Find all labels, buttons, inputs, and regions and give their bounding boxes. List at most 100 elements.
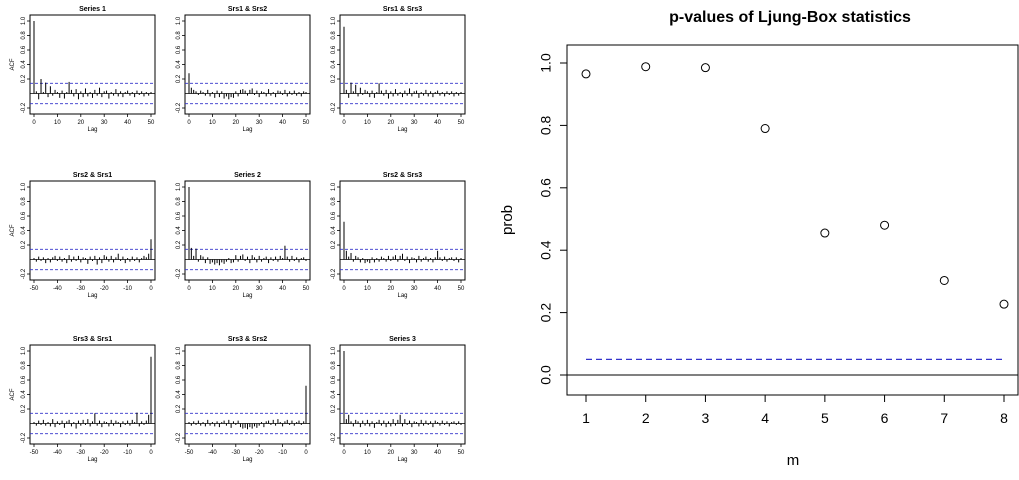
y-tick-label: 0.2 [21,404,27,413]
y-tick-label: -0.2 [176,432,182,443]
x-tick-label: 40 [124,120,131,126]
lb-y-tick-label: 1.0 [538,53,554,73]
x-tick-label: 50 [148,120,155,126]
acf-plot-frame [184,180,311,281]
lb-y-axis-label: prob [499,205,516,235]
acf-plot-frame [339,180,466,281]
x-tick-label: 40 [434,286,441,292]
lb-x-tick-label: 7 [940,410,948,426]
lb-point [820,228,830,238]
lb-y-tick-label: 0.6 [538,178,554,198]
x-tick-label: 10 [364,450,371,456]
y-tick-label: 0.8 [176,197,182,206]
x-tick-label: 50 [303,120,310,126]
acf-plot-frame [29,14,156,115]
x-axis-label: Lag [397,127,407,133]
x-tick-label: 20 [232,286,239,292]
y-tick-label: 0.6 [331,45,337,54]
x-tick-label: 0 [187,120,191,126]
y-tick-label: -0.2 [331,432,337,443]
x-tick-label: 10 [209,286,216,292]
x-tick-label: 30 [256,120,263,126]
y-tick-label: 0.4 [21,226,27,235]
y-tick-label: 1.0 [176,16,182,25]
x-tick-label: 0 [149,286,153,292]
x-tick-label: 0 [342,286,346,292]
x-tick-label: 30 [411,120,418,126]
y-tick-label: 1.0 [176,346,182,355]
acf-title: Srs1 & Srs2 [228,6,267,13]
x-tick-label: 40 [279,120,286,126]
y-tick-label: 1.0 [21,16,27,25]
acf-panel-8: Series 3 -0.2 0.2 0.4 0.6 0.8 1.0 0 10 20 30 40 50 La… [331,336,466,463]
x-axis-label: Lag [87,293,97,299]
lb-x-tick-label: 6 [881,410,889,426]
x-tick-label: 0 [32,120,36,126]
y-tick-label: 0.8 [331,31,337,40]
y-tick-label: 0.2 [176,404,182,413]
y-tick-label: 0.4 [21,390,27,399]
y-tick-label: 0.4 [176,226,182,235]
x-tick-label: 40 [434,450,441,456]
lb-point [641,62,651,72]
x-tick-label: -30 [231,450,240,456]
acf-title: Series 2 [234,172,261,179]
y-tick-label: -0.2 [176,268,182,279]
acf-title: Srs2 & Srs1 [73,172,112,179]
y-tick-label: 0.4 [176,390,182,399]
acf-panel-3: Srs2 & Srs1 -0.2 0.2 0.4 0.6 0.8 1.0 -50 -40 -30 -… [10,172,156,299]
x-tick-label: 10 [209,120,216,126]
x-tick-label: -10 [123,286,132,292]
y-tick-label: 0.6 [21,211,27,220]
acf-title: Srs1 & Srs3 [383,6,422,13]
y-tick-label: 0.2 [331,404,337,413]
x-tick-label: 50 [458,286,465,292]
x-tick-label: 20 [77,120,84,126]
y-tick-label: 1.0 [21,182,27,191]
y-tick-label: 0.2 [331,240,337,249]
x-tick-label: -50 [30,450,39,456]
acf-plot-frame [29,180,156,281]
y-tick-label: -0.2 [21,268,27,279]
x-tick-label: 50 [458,450,465,456]
y-tick-label: 0.6 [331,211,337,220]
acf-panel-7: Srs3 & Srs2 -0.2 0.2 0.4 0.6 0.8 1.0 -50 -40 -30 -… [176,336,311,463]
lb-x-axis-label: m [787,452,800,469]
x-tick-label: -30 [76,286,85,292]
x-tick-label: 10 [54,120,61,126]
y-tick-label: 0.2 [21,74,27,83]
lb-plot-frame [566,44,1019,396]
y-tick-label: 1.0 [331,182,337,191]
x-tick-label: 30 [411,286,418,292]
x-axis-label: Lag [242,457,252,463]
y-tick-label: -0.2 [331,268,337,279]
x-tick-label: -10 [123,450,132,456]
y-tick-label: 0.2 [21,240,27,249]
x-tick-label: 0 [187,286,191,292]
lb-point [760,124,770,134]
y-tick-label: 0.2 [176,240,182,249]
y-tick-label: -0.2 [176,102,182,113]
x-tick-label: 0 [304,450,308,456]
y-tick-label: 0.6 [331,375,337,384]
lb-x-tick-label: 8 [1000,410,1008,426]
y-tick-label: 0.8 [21,31,27,40]
ljung-box-panel: p-values of Ljung-Box statistics 0.0 0.2 0.… [499,9,1019,469]
lb-point [700,63,710,73]
acf-panel-5: Srs2 & Srs3 -0.2 0.2 0.4 0.6 0.8 1.0 0 10 20 30 40 5… [331,172,466,299]
acf-panel-2: Srs1 & Srs3 -0.2 0.2 0.4 0.6 0.8 1.0 0 10 20 30 40 5… [331,6,466,133]
lb-x-tick-label: 2 [642,410,650,426]
lb-x-tick-label: 4 [761,410,769,426]
x-tick-label: 0 [342,450,346,456]
x-tick-label: 40 [434,120,441,126]
y-tick-label: 0.8 [176,31,182,40]
acf-panel-1: Srs1 & Srs2 -0.2 0.2 0.4 0.6 0.8 1.0 0 10 20 30 40 5… [176,6,311,133]
acf-plot-frame [339,14,466,115]
x-tick-label: -20 [100,450,109,456]
y-tick-label: 0.8 [21,361,27,370]
x-axis-label: Lag [397,293,407,299]
y-tick-label: 1.0 [21,346,27,355]
x-tick-label: 30 [256,286,263,292]
y-tick-label: 0.4 [176,60,182,69]
